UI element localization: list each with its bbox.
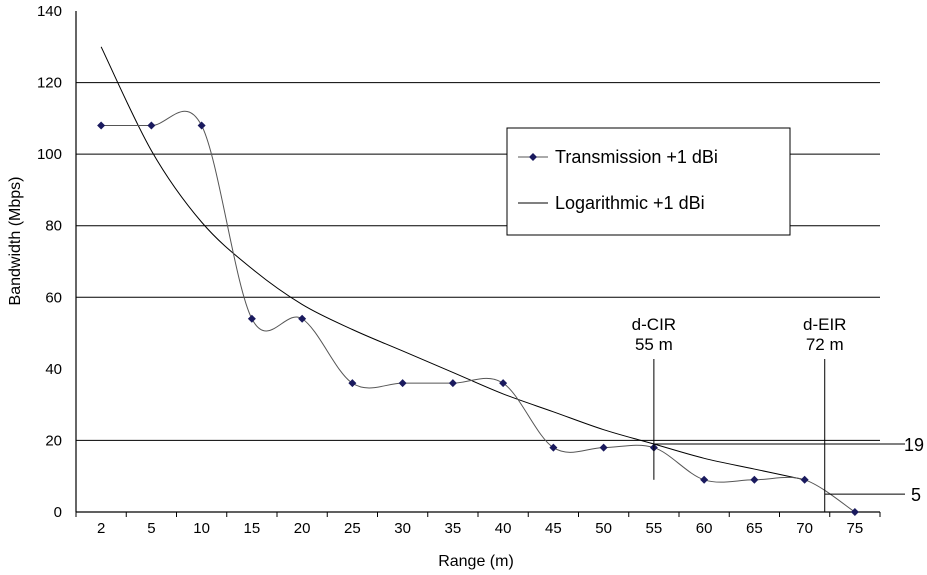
- annotation-label: d-CIR: [632, 315, 676, 334]
- x-tick-label: 20: [294, 520, 311, 537]
- y-axis-title: Bandwidth (Mbps): [7, 177, 24, 306]
- x-tick-label: 40: [495, 520, 512, 537]
- data-point-marker: [398, 379, 407, 388]
- legend-box: [506, 127, 791, 236]
- x-tick-label: 15: [244, 520, 261, 537]
- data-point-marker: [800, 475, 809, 484]
- reference-label: 19: [904, 435, 924, 455]
- annotation-label: d-EIR: [803, 315, 846, 334]
- y-tick-label: 80: [45, 218, 62, 235]
- x-tick-label: 35: [445, 520, 462, 537]
- data-point-marker: [850, 508, 859, 516]
- data-point-marker: [197, 121, 206, 130]
- data-point-marker: [348, 379, 357, 388]
- reference-label: 5: [911, 485, 921, 505]
- x-tick-label: 70: [796, 520, 813, 537]
- data-point-marker: [499, 379, 508, 388]
- x-tick-labels: 2 5 10 15 20 25 30 35 40 45 50 55 60 65 70 75: [97, 520, 863, 537]
- series-transmission-markers: [97, 121, 859, 516]
- data-point-marker: [147, 121, 156, 130]
- x-axis-title: Range (m): [438, 553, 514, 570]
- y-tick-label: 100: [37, 146, 62, 163]
- x-tick-marks: [75, 512, 881, 517]
- x-tick-label: 50: [595, 520, 612, 537]
- y-tick-label: 60: [45, 289, 62, 306]
- x-tick-label: 5: [147, 520, 155, 537]
- y-tick-label: 0: [54, 504, 62, 521]
- series-logarithmic-line: [100, 46, 805, 481]
- annotation-distance: 72 m: [806, 335, 844, 354]
- annotation-distance: 55 m: [635, 335, 673, 354]
- reference-lines: 19 5: [653, 435, 924, 505]
- data-point-marker: [298, 314, 307, 323]
- x-tick-label: 25: [344, 520, 361, 537]
- x-tick-label: 75: [847, 520, 864, 537]
- legend: Transmission +1 dBi Logarithmic +1 dBi: [506, 127, 791, 236]
- y-tick-label: 120: [37, 75, 62, 92]
- data-point-marker: [97, 121, 106, 130]
- data-point-marker: [549, 443, 558, 452]
- x-tick-label: 2: [97, 520, 105, 537]
- x-tick-label: 30: [394, 520, 411, 537]
- data-point-marker: [448, 379, 457, 388]
- y-tick-label: 140: [37, 3, 62, 20]
- legend-label-transmission: Transmission +1 dBi: [555, 147, 718, 167]
- y-tick-label: 20: [45, 432, 62, 449]
- y-tick-label: 40: [45, 361, 62, 378]
- x-tick-label: 65: [746, 520, 763, 537]
- x-tick-label: 45: [545, 520, 562, 537]
- data-point-marker: [247, 314, 256, 323]
- data-point-marker: [599, 443, 608, 452]
- legend-marker-transmission: [529, 153, 537, 161]
- y-tick-labels: 0 20 40 60 80 100 120 140: [37, 3, 62, 521]
- data-point-marker: [750, 475, 759, 484]
- x-tick-label: 55: [646, 520, 663, 537]
- legend-label-logarithmic: Logarithmic +1 dBi: [555, 193, 705, 213]
- x-tick-label: 10: [193, 520, 210, 537]
- x-tick-label: 60: [696, 520, 713, 537]
- data-point-marker: [700, 475, 709, 484]
